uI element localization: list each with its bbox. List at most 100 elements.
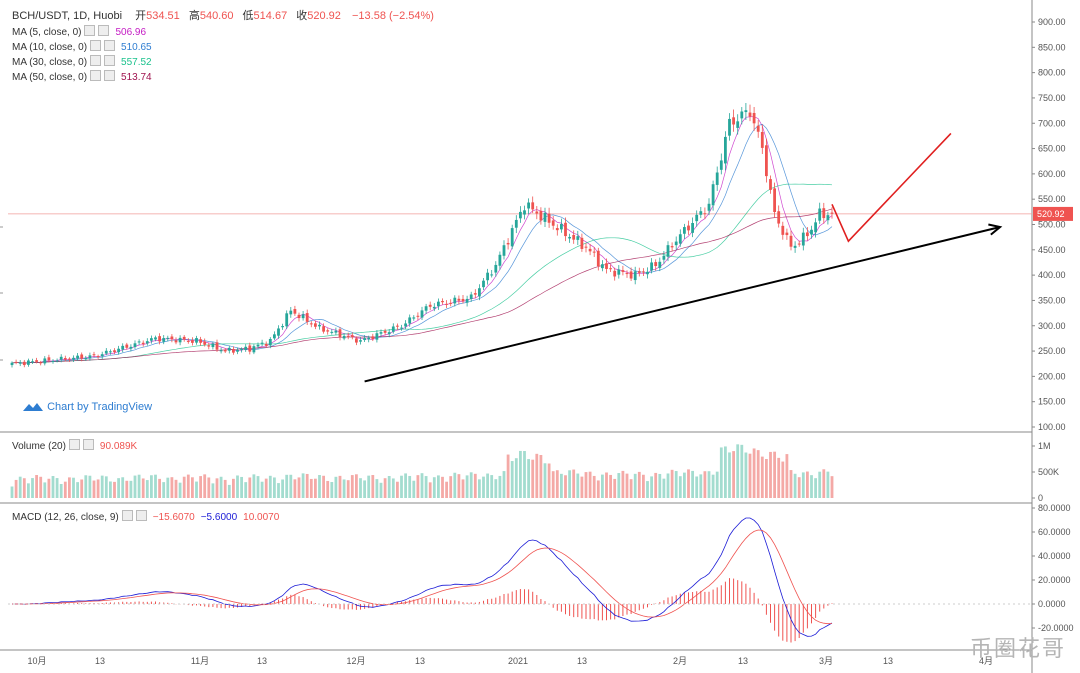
ma50-label: MA (50, close, 0) [12,72,88,83]
time-tick-label: 2021 [508,656,528,666]
settings-icon[interactable] [68,439,80,450]
volume-bar [215,478,219,498]
volume-bar [39,476,43,498]
settings-icon[interactable] [90,55,102,66]
macd-tick-label: 80.0000 [1038,503,1071,513]
volume-bar [309,478,313,498]
candle-body [555,228,559,231]
volume-bar [535,453,539,498]
candle-body [383,330,387,333]
candle-body [88,355,92,359]
candle-body [621,270,625,272]
candle-body [572,235,576,240]
volume-bar [141,478,145,498]
volume-tick-label: 1M [1038,441,1051,451]
candle-body [289,310,293,315]
volume-bar [277,483,280,498]
candle-body [687,225,690,231]
candle-body [391,326,395,332]
watermark: 币圈花哥 [969,637,1066,662]
volume-bar [289,474,293,498]
ma5-legend[interactable]: MA (5, close, 0) 506.96 [12,25,146,38]
candle-body [244,346,248,351]
candle-body [195,338,198,343]
close-icon[interactable] [135,510,147,521]
ma10-value: 510.65 [121,42,152,53]
volume-bar [830,476,834,498]
candle-body [535,211,539,214]
volume-bar [646,481,649,498]
candle-body [568,236,571,239]
symbol-title[interactable]: BCH/USDT, 1D, Huobi [12,10,123,22]
price-tick-label: 800.00 [1038,68,1066,78]
price-tick-label: 600.00 [1038,169,1066,179]
time-tick-label: 2月 [673,656,687,666]
macd-legend[interactable]: MACD (12, 26, close, 9) −15.6070 −5.6000 10… [12,510,279,523]
candle-body [609,268,612,270]
volume-bar [740,444,744,498]
volume-bar [96,479,100,498]
volume-bar [248,477,252,498]
volume-bar [178,482,182,498]
settings-icon[interactable] [84,25,96,36]
candle-body [793,245,797,248]
candle-body [637,271,641,273]
price-tick-label: 900.00 [1038,17,1066,27]
candle-body [539,210,543,221]
volume-bar [576,473,580,498]
candle-body [797,243,801,245]
settings-icon[interactable] [90,70,102,81]
ma50-legend[interactable]: MA (50, close, 0) 513.74 [12,70,152,83]
volume-bar [555,470,559,498]
volume-bar [609,474,612,498]
candle-body [613,270,617,277]
time-tick-label: 13 [95,656,105,666]
close-icon[interactable] [104,55,116,66]
candle-body [523,210,526,215]
candle-body [227,347,231,351]
volume-bar [642,474,645,498]
volume-bar [789,470,793,498]
candle-body [822,208,826,219]
volume-tick-label: 0 [1038,493,1043,503]
close-icon[interactable] [82,439,94,450]
volume-bar [465,475,469,498]
close-icon[interactable] [104,40,116,51]
volume-bar [490,475,494,498]
volume-bar [387,476,391,498]
close-icon[interactable] [104,70,116,81]
ma10-legend[interactable]: MA (10, close, 0) 510.65 [12,40,152,53]
tradingview-link[interactable]: Chart by TradingView [22,400,152,413]
settings-icon[interactable] [90,40,102,51]
candle-body [666,245,670,257]
candle-body [342,335,346,339]
candle-body [334,330,338,333]
time-tick-label: 13 [738,656,748,666]
volume-bar [547,463,551,498]
price-tick-label: 200.00 [1038,371,1066,381]
candle-body [482,280,485,288]
candle-body [830,212,834,214]
volume-legend[interactable]: Volume (20) 90.089K [12,439,137,452]
settings-icon[interactable] [121,510,133,521]
volume-bar [92,480,96,498]
volume-bar [523,451,526,498]
close-icon[interactable] [98,25,110,36]
volume-bar [769,451,772,498]
candle-body [420,310,424,318]
volume-bar [760,456,764,498]
candle-body [465,298,469,303]
candle-body [264,343,268,346]
candle-body [441,300,444,303]
volume-bar [100,475,104,498]
volume-bar [76,482,79,498]
candle-body [728,118,731,136]
volume-bar [162,482,166,498]
candle-body [646,271,649,275]
time-tick-label: 13 [883,656,893,666]
candle-body [314,323,317,327]
ma30-legend[interactable]: MA (30, close, 0) 557.52 [12,55,152,68]
volume-bar [580,476,584,498]
volume-label: Volume (20) [12,441,66,452]
